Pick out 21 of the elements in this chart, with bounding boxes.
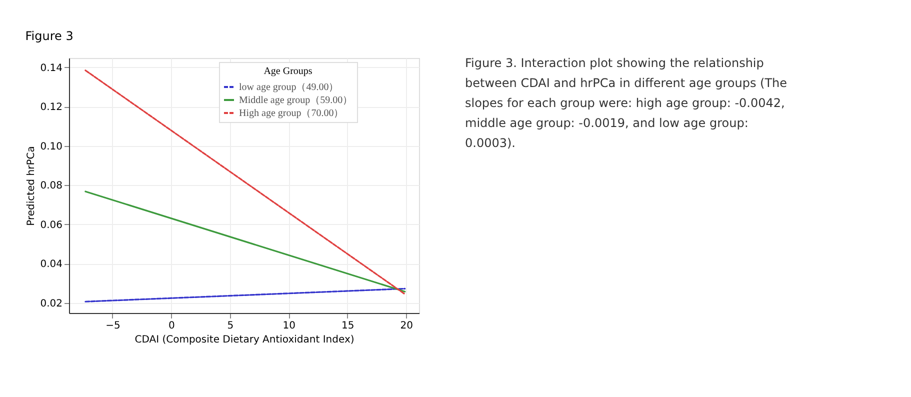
x-tick-label: 5: [227, 320, 234, 332]
chart-title: Figure 3: [25, 29, 74, 43]
legend-label: Middle age group（59.00）: [239, 95, 353, 106]
x-tick-label: 15: [341, 320, 354, 332]
y-tick-label: 0.04: [40, 259, 62, 270]
legend-title: Age Groups: [264, 66, 312, 77]
y-tick-label: 0.06: [40, 220, 62, 231]
y-tick-label: 0.02: [40, 298, 62, 310]
y-tick-label: 0.08: [40, 180, 62, 192]
y-tick-label: 0.12: [40, 102, 62, 114]
legend-label: High age group（70.00）: [239, 108, 344, 119]
caption: Figure 3. Interaction plot showing the relationship between CDAI and hrPCa in different age groups (The slopes for each group were: high age group: -0.0042, middle age group: -0.0019, and low age group: 0.0003).: [465, 56, 788, 150]
legend-label: low age group（49.00）: [239, 82, 339, 93]
x-tick-label: 20: [400, 320, 413, 332]
y-axis-title: Predicted hrPCa: [26, 146, 38, 226]
x-tick-label: 10: [282, 320, 296, 332]
y-tick-label: 0.10: [40, 141, 62, 152]
y-tick-label: 0.14: [40, 62, 62, 74]
x-tick-label: −5: [106, 320, 120, 332]
x-tick-label: 0: [168, 320, 175, 332]
x-axis-title: CDAI (Composite Dietary Antioxidant Index): [134, 334, 354, 346]
